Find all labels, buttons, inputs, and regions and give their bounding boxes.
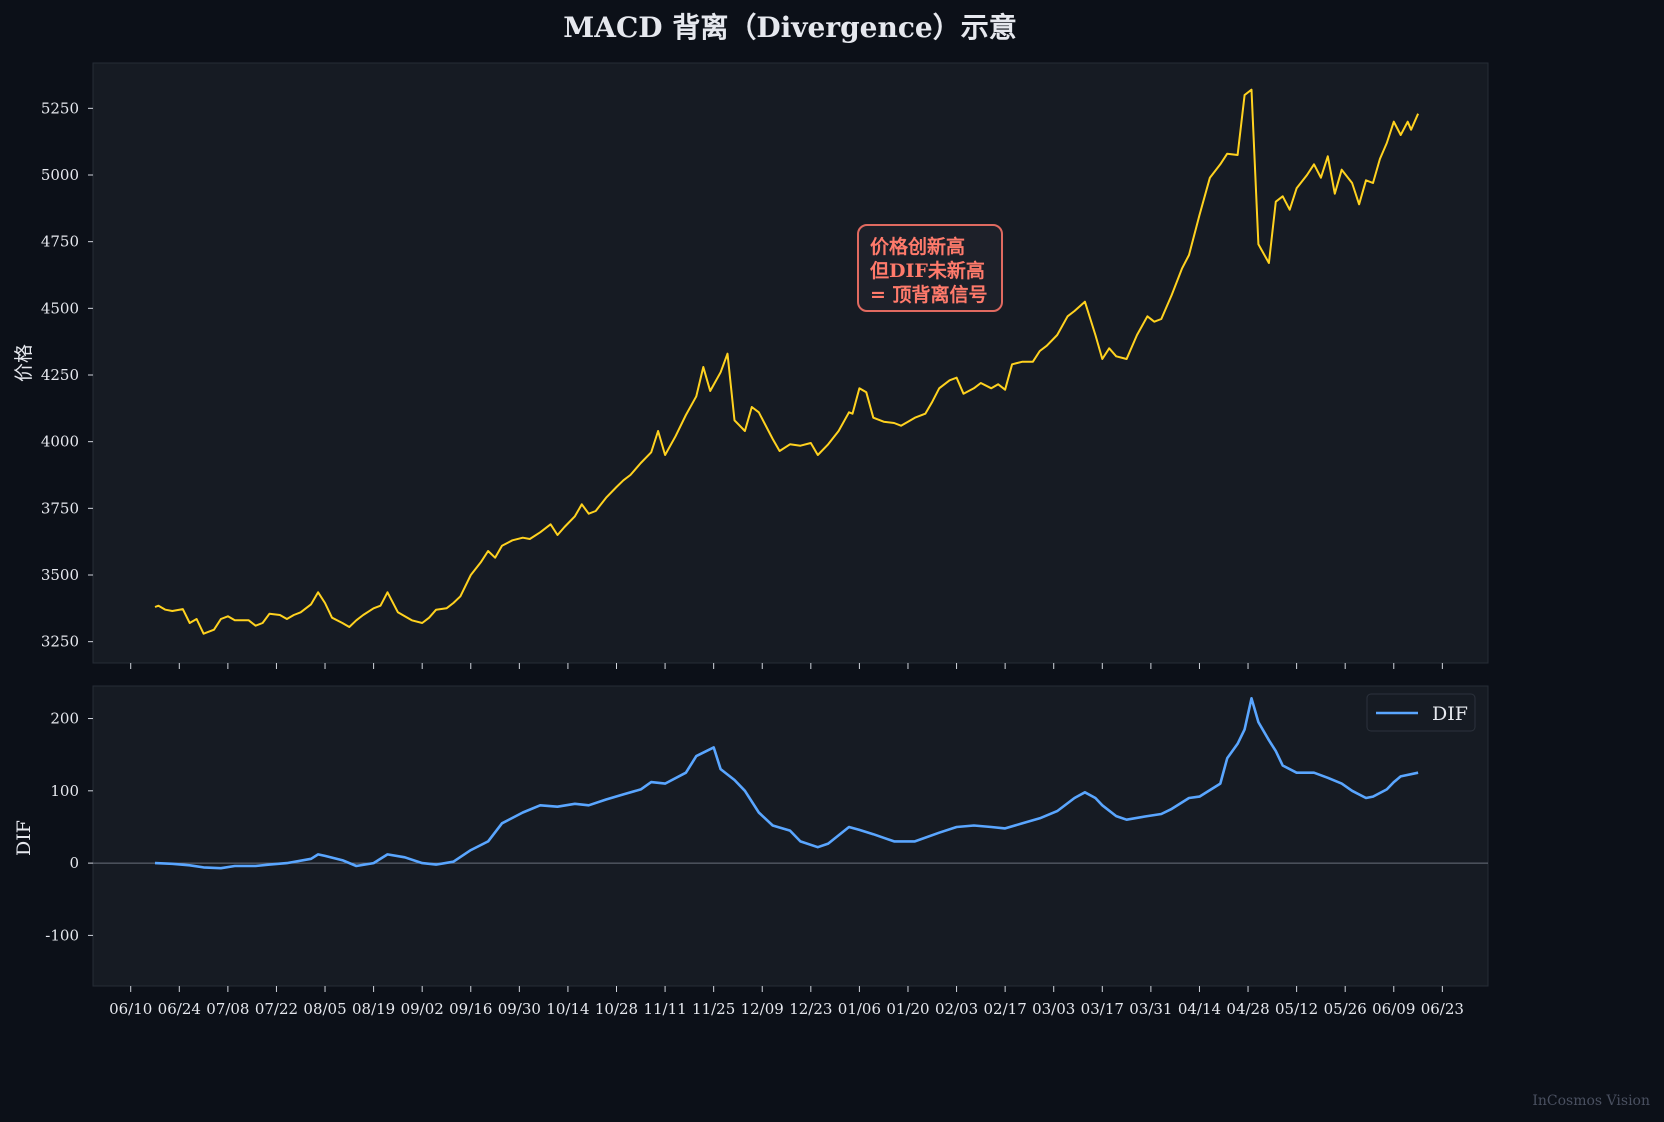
legend-dif-label: DIF [1432, 703, 1468, 725]
x-tick-label: 02/03 [935, 1000, 978, 1018]
dif-y-tick-label: 0 [69, 854, 79, 872]
date-x-axis: 06/10 06/24 07/08 07/22 08/05 08/19 09/02 09/16… [109, 663, 1464, 1018]
x-tick-label: 07/22 [255, 1000, 298, 1018]
x-tick-label: 10/28 [595, 1000, 638, 1018]
x-tick-label: 01/20 [886, 1000, 929, 1018]
legend-box [1366, 693, 1476, 732]
x-tick-label: 10/14 [546, 1000, 589, 1018]
annotation-line-3: = 顶背离信号 [870, 283, 988, 306]
x-tick-label: 05/26 [1324, 1000, 1367, 1018]
x-tick-label: 07/08 [206, 1000, 249, 1018]
dif-legend: DIF [1366, 693, 1476, 732]
price-y-tick-label: 5000 [41, 166, 79, 184]
price-series-line [154, 88, 1420, 635]
annotation-line-2: 但DIF未新高 [870, 259, 985, 282]
divergence-annotation-box [857, 224, 1003, 312]
x-tick-label: 03/03 [1032, 1000, 1075, 1018]
x-tick-label: 08/05 [303, 1000, 346, 1018]
price-y-tick-label: 3500 [41, 566, 79, 584]
price-y-tick-label: 4500 [41, 299, 79, 317]
dif-y-tick-label: 100 [50, 782, 79, 800]
x-tick-label: 05/12 [1275, 1000, 1318, 1018]
price-y-tick-label: 3250 [41, 633, 79, 651]
x-tick-label: 09/30 [498, 1000, 541, 1018]
price-y-tick-label: 4250 [41, 366, 79, 384]
x-tick-label: 11/11 [643, 1000, 686, 1018]
x-tick-label: 06/24 [158, 1000, 201, 1018]
dif-y-tick-label: 200 [50, 710, 79, 728]
x-tick-label: 02/17 [984, 1000, 1027, 1018]
x-tick-label: 06/10 [109, 1000, 152, 1018]
x-tick-label: 12/23 [789, 1000, 832, 1018]
price-y-axis: 3250 3500 3750 4000 4250 4500 4750 5000 5250 [41, 99, 93, 651]
dif-y-axis-label: DIF [13, 820, 35, 856]
x-tick-label: 09/02 [401, 1000, 444, 1018]
x-tick-label: 12/09 [741, 1000, 784, 1018]
x-tick-label: 11/25 [692, 1000, 735, 1018]
price-y-tick-label: 5250 [41, 99, 79, 117]
x-tick-label: 06/23 [1421, 1000, 1464, 1018]
dif-panel [92, 685, 1489, 987]
dif-series-line [154, 696, 1419, 870]
chart-title: MACD 背离（Divergence）示意 [563, 11, 1016, 44]
watermark: InCosmos Vision [1532, 1093, 1650, 1109]
dif-y-tick-label: -100 [45, 926, 79, 944]
x-tick-label: 03/31 [1129, 1000, 1172, 1018]
x-tick-label: 06/09 [1372, 1000, 1415, 1018]
price-y-tick-label: 4000 [41, 433, 79, 451]
annotation-line-1: 价格创新高 [870, 235, 965, 258]
price-y-axis-label: 价格 [13, 344, 35, 382]
price-y-tick-label: 4750 [41, 233, 79, 251]
x-tick-label: 04/28 [1226, 1000, 1269, 1018]
x-tick-label: 09/16 [449, 1000, 492, 1018]
x-tick-label: 03/17 [1081, 1000, 1124, 1018]
price-y-tick-label: 3750 [41, 499, 79, 517]
price-panel [92, 62, 1489, 664]
dif-y-axis: -100 0 100 200 [45, 710, 93, 944]
x-tick-label: 01/06 [838, 1000, 881, 1018]
x-tick-label: 08/19 [352, 1000, 395, 1018]
x-tick-label: 04/14 [1178, 1000, 1221, 1018]
